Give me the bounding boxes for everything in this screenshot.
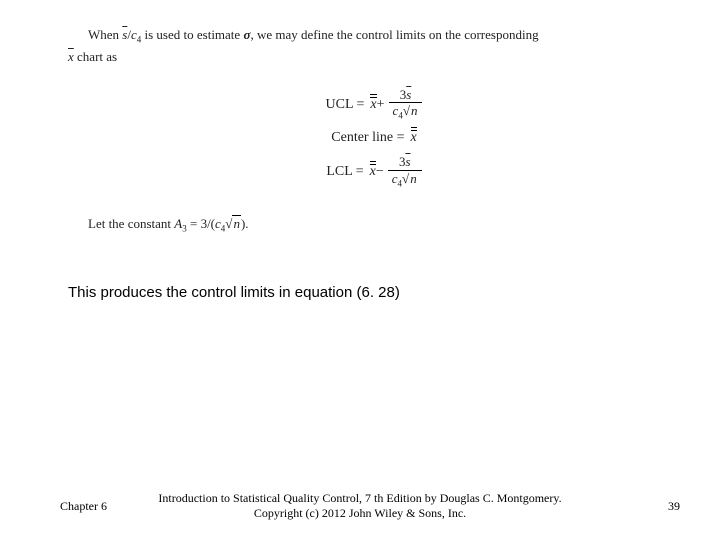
footer-page-number: 39	[668, 499, 680, 514]
ucl-fraction: 3s c4n	[389, 87, 423, 123]
footer-line2: Copyright (c) 2012 John Wiley & Sons, In…	[254, 506, 466, 520]
equations-block: UCL = x + 3s c4n Center line = x LCL = x…	[68, 87, 680, 191]
x-double-bar: x	[370, 97, 376, 113]
footer-line1: Introduction to Statistical Quality Cont…	[158, 491, 561, 505]
intro-mid1: is used to estimate	[141, 27, 243, 42]
footer-citation: Introduction to Statistical Quality Cont…	[0, 491, 720, 522]
plus-sign: +	[377, 97, 385, 113]
lcl-label: LCL =	[326, 164, 363, 180]
const-prefix: Let the constant	[88, 216, 174, 231]
intro-mid2: , we may define the control limits on th…	[250, 27, 538, 42]
const-eq: = 3/(	[187, 216, 215, 231]
ucl-equation: UCL = x + 3s c4n	[68, 87, 680, 123]
lcl-numerator: 3s	[388, 154, 422, 171]
intro-prefix: When	[88, 27, 122, 42]
ucl-label: UCL =	[326, 97, 365, 113]
slide-content: When s/c4 is used to estimate σ, we may …	[68, 25, 680, 301]
intro-paragraph: When s/c4 is used to estimate σ, we may …	[68, 25, 680, 67]
ucl-denominator: c4n	[389, 103, 423, 122]
const-sqrt: n	[225, 216, 241, 232]
lcl-denominator: c4n	[388, 171, 422, 190]
center-line-equation: Center line = x	[68, 130, 680, 146]
minus-sign: −	[376, 164, 384, 180]
const-suffix: ).	[241, 216, 249, 231]
produces-text: This produces the control limits in equa…	[68, 284, 680, 301]
ucl-numerator: 3s	[389, 87, 423, 104]
intro-suffix: chart as	[74, 49, 117, 64]
lcl-equation: LCL = x − 3s c4n	[68, 154, 680, 190]
constant-definition: Let the constant A3 = 3/(c4n).	[68, 216, 680, 234]
x-double-bar-center: x	[411, 130, 417, 146]
lcl-fraction: 3s c4n	[388, 154, 422, 190]
x-double-bar-lcl: x	[370, 164, 376, 180]
center-label: Center line =	[331, 130, 404, 146]
